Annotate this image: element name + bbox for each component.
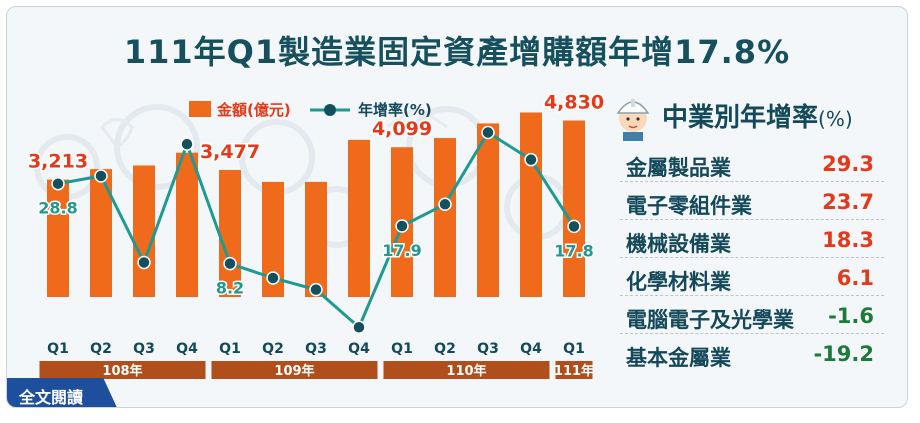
year-band [39, 361, 206, 379]
row-divider [620, 333, 884, 334]
growth-value-label: 17.8 [554, 241, 593, 260]
bar-value-label: 4,830 [544, 92, 604, 114]
industry-value: 29.3 [822, 152, 874, 176]
bar-value-label: 4,099 [372, 118, 432, 140]
growth-point-2 [137, 255, 151, 270]
x-tick-label: Q2 [90, 341, 112, 357]
industry-growth-panel: 中業別年增率(%) 金屬製品業 29.3 電子零組件業 23.7 機械設備業 1… [612, 87, 892, 387]
industry-value: 23.7 [822, 190, 874, 214]
legend-amount-label: 金額(億元) [216, 101, 291, 119]
growth-value-label: 17.9 [382, 241, 421, 260]
year-band [383, 361, 550, 379]
x-tick-label: Q2 [434, 341, 456, 357]
growth-point-0 [51, 176, 65, 191]
industry-name: 電子零組件業 [626, 194, 752, 218]
growth-point-1 [94, 169, 108, 183]
x-tick-label: Q1 [47, 341, 69, 357]
read-full-text-button[interactable]: 全文閱讀 [7, 378, 119, 407]
x-tick-label: Q2 [262, 341, 284, 357]
x-tick-label: Q4 [348, 341, 370, 357]
growth-point-11 [524, 152, 538, 167]
bar-6 [305, 181, 327, 297]
growth-point-3 [180, 137, 194, 151]
bar-7 [348, 139, 370, 297]
year-band [211, 361, 378, 379]
industry-name: 電腦電子及光學業 [626, 308, 794, 332]
growth-point-10 [481, 125, 495, 140]
x-tick-label: Q4 [176, 341, 198, 357]
growth-value-label: 28.8 [38, 199, 77, 218]
industry-name: 化學材料業 [626, 270, 731, 294]
industry-row: 電子零組件業 23.7 [612, 187, 892, 220]
growth-point-12 [567, 219, 581, 234]
growth-point-9 [438, 197, 452, 212]
infographic-frame: 111年Q1製造業固定資產增購額年增17.8% 金額(億元) 年增率(%) Q1… [6, 6, 908, 408]
bar-10 [477, 123, 499, 297]
industry-row: 機械設備業 18.3 [612, 225, 892, 258]
industry-value: -1.6 [828, 304, 874, 328]
growth-point-7 [352, 320, 366, 335]
legend-bar-swatch [189, 101, 211, 117]
bar-line-chart: 金額(億元) 年增率(%) Q1 Q2 Q3 Q4 Q1 Q2 Q3 Q4 Q1 Q2 Q3 Q4 Q1… [26, 90, 606, 379]
bar-12 [563, 120, 585, 298]
bar-1 [90, 169, 112, 297]
bar-5 [262, 181, 284, 297]
legend-line-marker [324, 104, 336, 116]
engineer-avatar-icon [616, 99, 650, 141]
bar-9 [434, 138, 456, 297]
growth-value-label: 8.2 [216, 279, 244, 298]
year-band-label: 111年 [554, 363, 594, 379]
x-tick-label: Q3 [477, 341, 499, 357]
year-band-label: 108年 [102, 363, 142, 379]
x-tick-label: Q3 [305, 341, 327, 357]
bar-value-label: 3,477 [200, 141, 260, 163]
year-band [555, 361, 593, 379]
x-tick-label: Q1 [391, 341, 413, 357]
industry-value: 6.1 [836, 266, 874, 290]
row-divider [620, 181, 884, 182]
bar-0 [47, 179, 69, 297]
bar-11 [520, 112, 542, 297]
row-divider [620, 219, 884, 220]
industry-name: 基本金屬業 [626, 346, 731, 370]
growth-point-5 [266, 271, 280, 285]
industry-name: 金屬製品業 [626, 156, 731, 180]
panel-title-unit: (%) [818, 107, 853, 131]
x-tick-label: Q1 [563, 341, 585, 357]
growth-point-6 [309, 282, 323, 297]
industry-row: 基本金屬業 -19.2 [612, 339, 892, 370]
industry-row: 電腦電子及光學業 -1.6 [612, 301, 892, 334]
bar-3 [176, 152, 198, 297]
year-band-label: 110年 [446, 363, 486, 379]
x-tick-label: Q3 [133, 341, 155, 357]
read-full-text-label[interactable]: 全文閱讀 [19, 388, 84, 407]
row-divider [620, 295, 884, 296]
x-tick-label: Q1 [219, 341, 241, 357]
year-band-label: 109年 [274, 363, 314, 379]
page-title: 111年Q1製造業固定資產增購額年增17.8% [123, 33, 791, 71]
bar-2 [133, 165, 155, 297]
industry-row: 化學材料業 6.1 [612, 263, 892, 296]
industry-row: 金屬製品業 29.3 [612, 149, 892, 182]
row-divider [620, 257, 884, 258]
industry-name: 機械設備業 [626, 232, 731, 256]
industry-value: 18.3 [822, 228, 874, 252]
legend-growth-label: 年增率(%) [358, 101, 432, 119]
panel-title: 中業別年增率(%) [662, 97, 853, 134]
bar-value-label: 3,213 [28, 151, 88, 173]
industry-value: -19.2 [813, 342, 874, 366]
panel-title-text: 中業別年增率 [662, 103, 819, 133]
x-tick-label: Q4 [520, 341, 542, 357]
growth-point-8 [395, 219, 409, 233]
growth-point-4 [223, 256, 237, 271]
chart-legend: 金額(億元) 年增率(%) [189, 101, 432, 119]
